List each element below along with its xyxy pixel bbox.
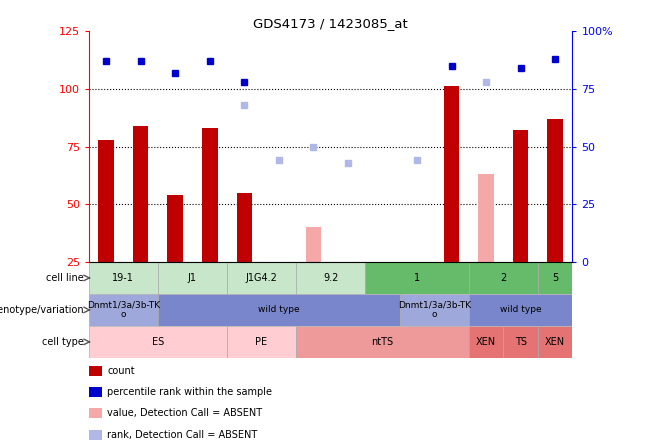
Text: J1: J1	[188, 273, 197, 283]
Text: Dnmt1/3a/3b-TK
o: Dnmt1/3a/3b-TK o	[87, 301, 160, 319]
Text: 2: 2	[500, 273, 507, 283]
Text: rank, Detection Call = ABSENT: rank, Detection Call = ABSENT	[107, 430, 257, 440]
Text: ntTS: ntTS	[371, 337, 393, 347]
Text: XEN: XEN	[476, 337, 496, 347]
Bar	[296, 326, 468, 358]
Text: wild type: wild type	[258, 305, 299, 314]
Bar	[365, 262, 468, 294]
Bar	[538, 326, 572, 358]
Bar	[538, 262, 572, 294]
Text: 9.2: 9.2	[323, 273, 338, 283]
Bar	[167, 195, 183, 262]
Bar	[468, 326, 503, 358]
Bar	[89, 262, 158, 294]
Bar	[468, 294, 572, 326]
Bar	[202, 128, 218, 262]
Bar	[236, 193, 252, 262]
Text: 1: 1	[414, 273, 420, 283]
Text: PE: PE	[255, 337, 268, 347]
Text: count: count	[107, 366, 135, 376]
Text: wild type: wild type	[500, 305, 542, 314]
Title: GDS4173 / 1423085_at: GDS4173 / 1423085_at	[253, 17, 408, 30]
Bar	[89, 326, 227, 358]
Text: 19-1: 19-1	[113, 273, 134, 283]
Text: genotype/variation: genotype/variation	[0, 305, 84, 315]
Bar	[478, 174, 494, 262]
Bar	[296, 262, 365, 294]
Bar	[305, 227, 321, 262]
Bar	[271, 262, 287, 287]
Bar	[340, 262, 356, 287]
Text: 5: 5	[552, 273, 558, 283]
Text: value, Detection Call = ABSENT: value, Detection Call = ABSENT	[107, 408, 263, 418]
Bar	[227, 326, 296, 358]
Bar	[133, 126, 149, 262]
Bar	[443, 87, 459, 262]
Bar	[409, 262, 425, 271]
Bar	[158, 262, 227, 294]
Text: XEN: XEN	[545, 337, 565, 347]
Bar	[158, 294, 400, 326]
Bar	[468, 262, 538, 294]
Bar	[513, 131, 528, 262]
Bar	[503, 326, 538, 358]
Bar	[399, 294, 468, 326]
Bar	[89, 294, 158, 326]
Text: cell line: cell line	[46, 273, 84, 283]
Text: TS: TS	[515, 337, 526, 347]
Text: J1G4.2: J1G4.2	[245, 273, 278, 283]
Text: cell type: cell type	[42, 337, 84, 347]
Text: Dnmt1/3a/3b-TK
o: Dnmt1/3a/3b-TK o	[397, 301, 471, 319]
Bar	[98, 139, 114, 262]
Text: ES: ES	[152, 337, 164, 347]
Bar	[374, 262, 390, 315]
Text: percentile rank within the sample: percentile rank within the sample	[107, 387, 272, 397]
Bar	[547, 119, 563, 262]
Bar	[227, 262, 296, 294]
